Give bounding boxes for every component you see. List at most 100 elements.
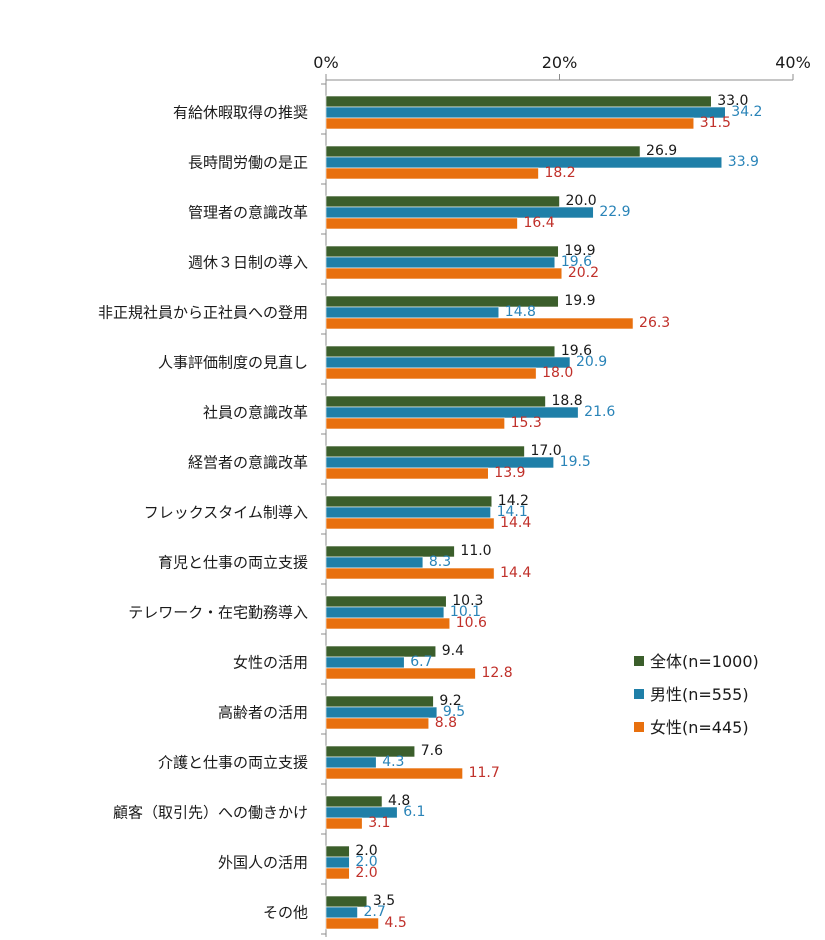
data-label: 19.6 xyxy=(561,343,592,359)
data-label: 34.2 xyxy=(731,104,762,120)
data-label: 16.4 xyxy=(523,215,554,231)
bar-0 xyxy=(325,845,350,858)
bar-1 xyxy=(325,606,445,619)
data-label: 8.3 xyxy=(429,554,451,570)
bar-2 xyxy=(325,817,363,830)
bar-1 xyxy=(325,356,571,369)
bar-2 xyxy=(325,217,518,230)
category-label: 顧客（取引先）への働きかけ xyxy=(113,804,308,822)
data-label: 22.9 xyxy=(599,204,630,220)
data-label: 15.3 xyxy=(511,415,542,431)
data-label: 7.6 xyxy=(421,743,443,759)
category-label: 週休３日制の導入 xyxy=(188,254,308,272)
data-label: 12.8 xyxy=(481,665,512,681)
category-label: 有給休暇取得の推奨 xyxy=(173,104,308,122)
bars-layer xyxy=(325,95,726,930)
category-label: テレワーク・在宅勤務導入 xyxy=(128,604,308,622)
category-label: 非正規社員から正社員への登用 xyxy=(98,304,308,322)
data-label: 26.3 xyxy=(639,315,670,331)
legend-swatch xyxy=(634,656,644,666)
category-label: 高齢者の活用 xyxy=(218,704,308,722)
data-label: 11.7 xyxy=(469,765,500,781)
data-label: 18.0 xyxy=(542,365,573,381)
bar-1 xyxy=(325,556,424,569)
bar-2 xyxy=(325,717,430,730)
data-label: 14.4 xyxy=(500,515,531,531)
category-label: その他 xyxy=(263,904,308,922)
data-label: 19.5 xyxy=(560,454,591,470)
data-label: 10.6 xyxy=(456,615,487,631)
data-label: 8.8 xyxy=(435,715,457,731)
bar-2 xyxy=(325,867,350,880)
data-label: 14.1 xyxy=(497,504,528,520)
bar-1 xyxy=(325,256,556,269)
data-label: 33.0 xyxy=(717,93,748,109)
category-label: 長時間労働の是正 xyxy=(188,154,308,172)
data-label: 17.0 xyxy=(530,443,561,459)
bar-0 xyxy=(325,445,525,458)
data-label: 10.1 xyxy=(450,604,481,620)
data-label: 6.1 xyxy=(403,804,425,820)
data-label: 33.9 xyxy=(728,154,759,170)
bar-0 xyxy=(325,595,447,608)
bar-1 xyxy=(325,306,500,319)
data-label: 2.7 xyxy=(364,904,386,920)
data-label: 18.2 xyxy=(544,165,575,181)
data-label: 11.0 xyxy=(460,543,491,559)
data-label: 3.5 xyxy=(373,893,395,909)
data-label: 20.0 xyxy=(566,193,597,209)
data-label: 9.2 xyxy=(439,693,461,709)
legend-label: 全体(n=1000) xyxy=(650,652,759,671)
bar-2 xyxy=(325,567,495,580)
data-label: 20.9 xyxy=(576,354,607,370)
bar-1 xyxy=(325,706,438,719)
bar-0 xyxy=(325,95,712,108)
legend-swatch xyxy=(634,722,644,732)
data-label: 20.2 xyxy=(568,265,599,281)
bar-2 xyxy=(325,367,537,380)
bar-2 xyxy=(325,767,463,780)
legend: 全体(n=1000) 男性(n=555) 女性(n=445) xyxy=(634,652,759,737)
bar-2 xyxy=(325,117,695,130)
data-label: 3.1 xyxy=(368,815,390,831)
data-label: 14.8 xyxy=(505,304,536,320)
data-label: 19.6 xyxy=(561,254,592,270)
bar-0 xyxy=(325,395,546,408)
bar-0 xyxy=(325,245,559,258)
legend-swatch xyxy=(634,689,644,699)
bar-2 xyxy=(325,417,505,430)
bar-1 xyxy=(325,856,350,869)
data-label: 13.9 xyxy=(494,465,525,481)
bar-2 xyxy=(325,317,634,330)
category-label: 社員の意識改革 xyxy=(203,404,308,422)
data-label: 21.6 xyxy=(584,404,615,420)
category-label: 介護と仕事の両立支援 xyxy=(158,754,308,772)
category-label: 外国人の活用 xyxy=(218,854,308,872)
bar-2 xyxy=(325,517,495,530)
bar-1 xyxy=(325,506,491,519)
data-label: 6.7 xyxy=(410,654,432,670)
data-label: 19.9 xyxy=(564,243,595,259)
data-label: 2.0 xyxy=(355,865,377,881)
bar-2 xyxy=(325,267,563,280)
bar-2 xyxy=(325,167,539,180)
bar-0 xyxy=(325,345,556,358)
category-label: 女性の活用 xyxy=(233,654,308,672)
legend-label: 男性(n=555) xyxy=(650,685,749,704)
bar-1 xyxy=(325,106,726,119)
data-label: 9.5 xyxy=(443,704,465,720)
bar-1 xyxy=(325,906,358,919)
data-label: 14.2 xyxy=(498,493,529,509)
data-label: 14.4 xyxy=(500,565,531,581)
category-label: フレックスタイム制導入 xyxy=(144,504,308,522)
bar-2 xyxy=(325,667,476,680)
data-label: 31.5 xyxy=(700,115,731,131)
labels-layer: 有給休暇取得の推奨 33.034.231.5 長時間労働の是正 26.9 33.9 18.… xyxy=(98,93,762,931)
bar-0 xyxy=(325,145,641,158)
data-label: 9.4 xyxy=(442,643,464,659)
data-label: 4.8 xyxy=(388,793,410,809)
category-label: 管理者の意識改革 xyxy=(188,204,308,222)
x-tick-label: 20% xyxy=(542,53,578,72)
data-label: 10.3 xyxy=(452,593,483,609)
